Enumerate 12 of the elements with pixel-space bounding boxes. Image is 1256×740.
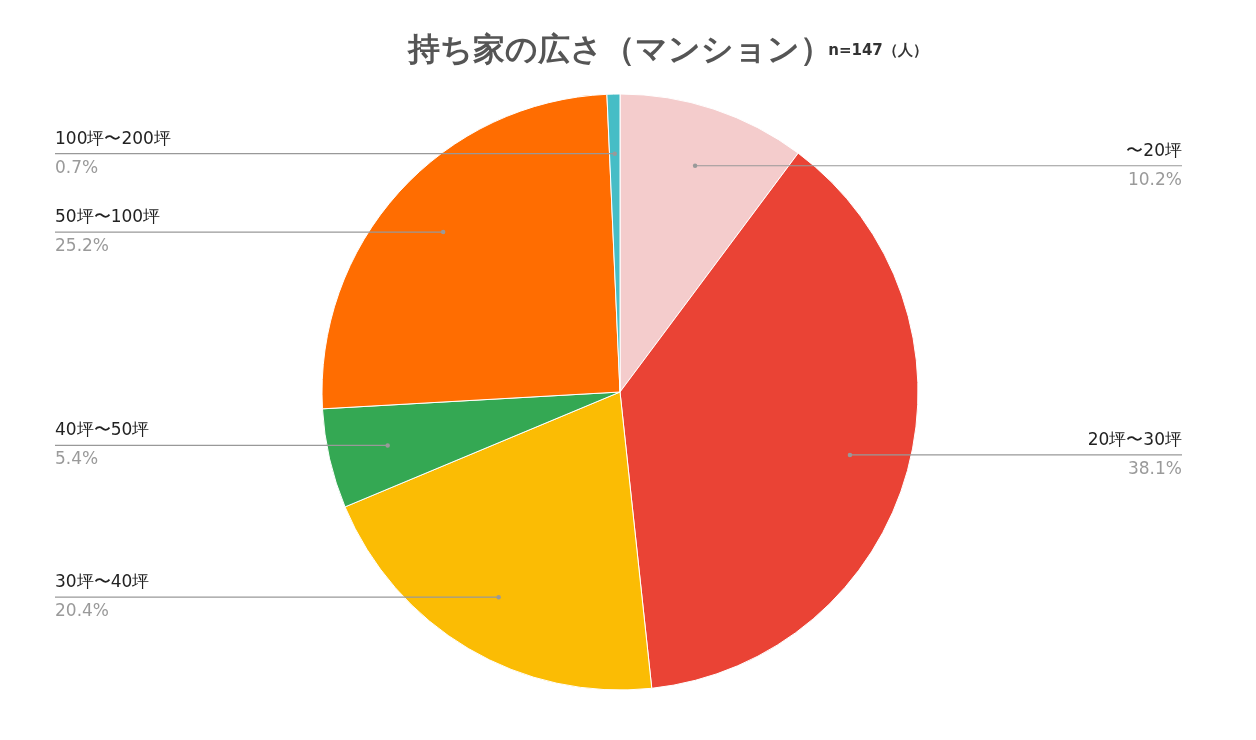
data-label: 38.1% (1127, 457, 1182, 478)
slice-label: 〜20坪 (1126, 139, 1182, 160)
slice-label: 40坪〜50坪 (55, 419, 150, 440)
slice-label: 50坪〜100坪 (55, 206, 161, 227)
data-label: 25.2% (55, 235, 110, 256)
data-label: 10.2% (1127, 168, 1182, 189)
data-label: 0.7% (55, 156, 99, 177)
slice-label: 20坪〜30坪 (1087, 428, 1182, 449)
slice-label: 30坪〜40坪 (55, 571, 150, 592)
data-label: 5.4% (55, 448, 99, 469)
slice-label: 100坪〜200坪 (55, 127, 171, 148)
data-label: 20.4% (55, 600, 110, 621)
